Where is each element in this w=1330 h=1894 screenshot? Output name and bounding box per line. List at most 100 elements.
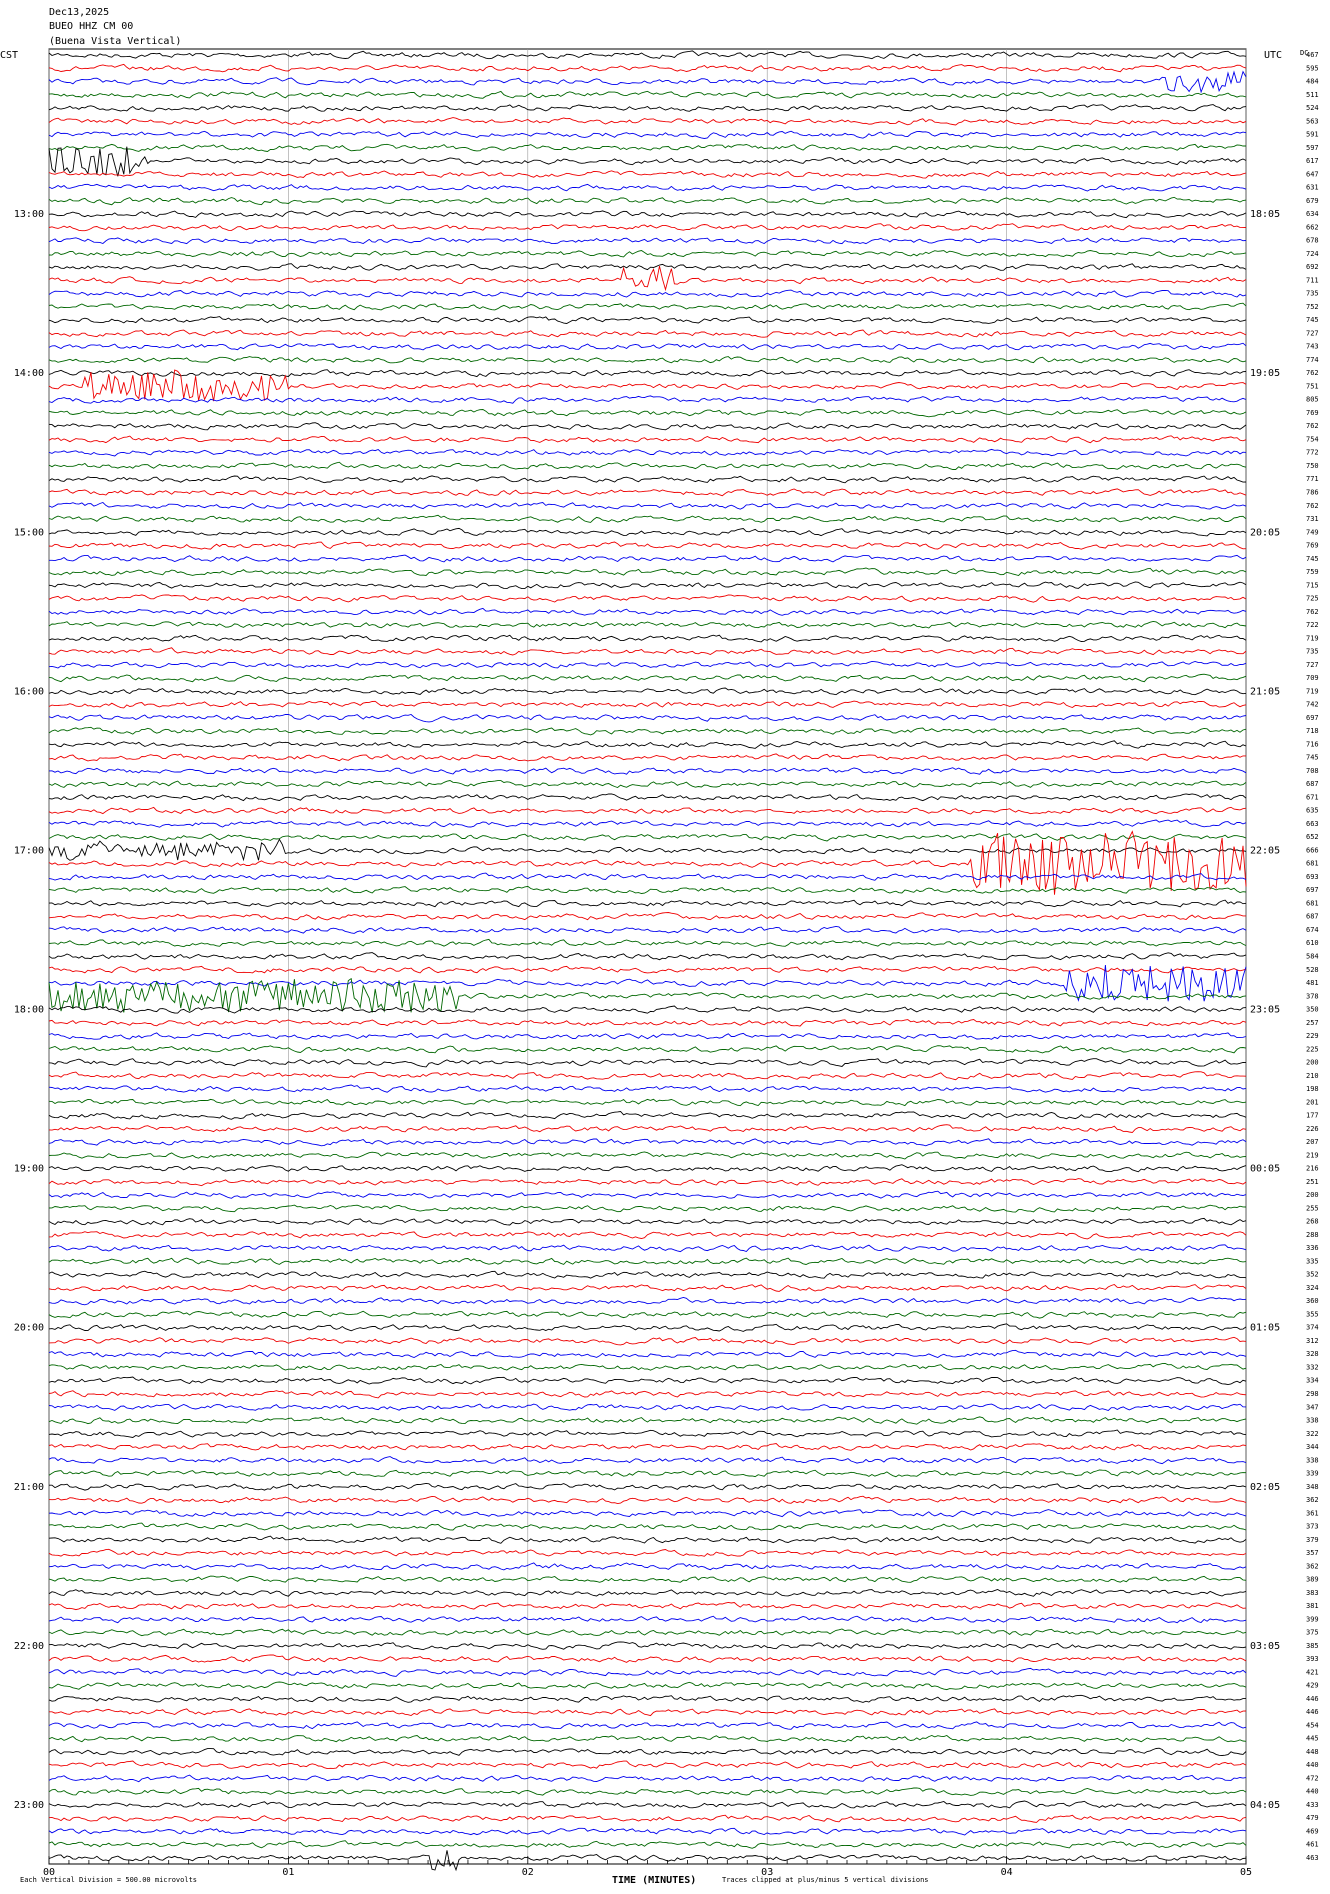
trace [48, 899, 1247, 908]
trace [48, 1800, 1247, 1809]
dc-value: 722 [1306, 621, 1319, 629]
trace [48, 1151, 1247, 1160]
trace [48, 1045, 1247, 1054]
trace [48, 1734, 1247, 1743]
trace [48, 435, 1247, 444]
dc-value: 769 [1306, 542, 1319, 550]
trace [48, 356, 1247, 364]
trace [48, 1495, 1247, 1505]
dc-value: 338 [1306, 1417, 1319, 1425]
utc-label: 18:05 [1250, 209, 1280, 220]
trace [48, 302, 1247, 311]
dc-value: 718 [1306, 727, 1319, 735]
dc-value: 786 [1306, 488, 1319, 496]
trace [48, 263, 1247, 271]
trace [48, 342, 1247, 351]
trace [48, 1628, 1247, 1637]
trace [48, 767, 1247, 775]
left-title: CST [0, 50, 18, 61]
trace [48, 1787, 1247, 1796]
trace [48, 1443, 1247, 1451]
dc-value: 201 [1306, 1098, 1319, 1106]
dc-value: 479 [1306, 1814, 1319, 1822]
dc-value: 257 [1306, 1019, 1319, 1027]
trace [48, 475, 1247, 484]
trace [48, 1654, 1247, 1663]
trace [48, 1283, 1247, 1292]
trace [48, 488, 1247, 497]
dc-value: 440 [1306, 1761, 1319, 1769]
dc-value: 445 [1306, 1735, 1319, 1743]
trace [48, 1601, 1247, 1611]
trace [48, 1138, 1247, 1147]
trace [48, 409, 1247, 418]
dc-value: 385 [1306, 1642, 1319, 1650]
dc-value: 379 [1306, 1536, 1319, 1544]
dc-value: 727 [1306, 661, 1319, 669]
trace [48, 1615, 1247, 1624]
trace [48, 567, 1247, 577]
trace [48, 1562, 1247, 1571]
trace [48, 1667, 1247, 1677]
trace [48, 838, 1247, 862]
dc-value: 200 [1306, 1059, 1319, 1067]
dc-value: 751 [1306, 382, 1319, 390]
dc-value: 446 [1306, 1708, 1319, 1716]
trace [49, 1482, 1247, 1491]
dc-value: 745 [1306, 316, 1319, 324]
dc-value: 338 [1306, 1456, 1319, 1464]
x-tick-label: 04 [1001, 1867, 1013, 1878]
dc-value: 472 [1306, 1774, 1319, 1782]
dc-value: 595 [1306, 64, 1319, 72]
trace [48, 1509, 1247, 1518]
dc-value: 334 [1306, 1377, 1319, 1385]
trace [48, 1297, 1247, 1306]
trace [48, 514, 1247, 523]
dc-value: 752 [1306, 303, 1319, 311]
trace [48, 130, 1247, 139]
dc-value: 352 [1306, 1271, 1319, 1279]
dc-value: 731 [1306, 515, 1319, 523]
trace [48, 885, 1247, 894]
trace [48, 1019, 1247, 1027]
trace [48, 1403, 1247, 1412]
trace [48, 1575, 1247, 1583]
dc-value: 597 [1306, 144, 1319, 152]
dc-value: 328 [1306, 1350, 1319, 1358]
trace [48, 1456, 1247, 1465]
axis-title: TIME (MINUTES) [612, 1875, 696, 1886]
utc-label: 02:05 [1250, 1482, 1280, 1493]
trace [48, 1178, 1247, 1187]
dc-value: 378 [1306, 992, 1319, 1000]
trace [48, 223, 1247, 232]
utc-label: 20:05 [1250, 527, 1280, 538]
x-tick-label: 03 [761, 1867, 773, 1878]
dc-value: 743 [1306, 343, 1319, 351]
dc-value: 745 [1306, 754, 1319, 762]
dc-value: 617 [1306, 157, 1319, 165]
dc-value: 692 [1306, 263, 1319, 271]
trace [48, 830, 1247, 895]
dc-value: 440 [1306, 1788, 1319, 1796]
dc-value: 647 [1306, 170, 1319, 178]
trace [48, 90, 1247, 99]
trace [48, 1244, 1247, 1253]
trace [48, 1390, 1247, 1399]
trace [48, 912, 1246, 921]
trace [48, 1548, 1247, 1557]
dc-value: 383 [1306, 1589, 1319, 1597]
dc-value: 362 [1306, 1562, 1319, 1570]
dc-value: 724 [1306, 250, 1319, 258]
trace [48, 289, 1247, 298]
dc-value: 207 [1306, 1138, 1319, 1146]
scale-note: Each Vertical Division = 500.00 microvol… [20, 1876, 197, 1884]
dc-value: 745 [1306, 555, 1319, 563]
cst-label: 14:00 [14, 368, 44, 379]
trace [48, 1363, 1247, 1371]
dc-value: 481 [1306, 979, 1319, 987]
trace [48, 1694, 1247, 1703]
dc-value: 355 [1306, 1310, 1319, 1318]
dc-value: 374 [1306, 1324, 1319, 1332]
dc-value: 678 [1306, 237, 1319, 245]
